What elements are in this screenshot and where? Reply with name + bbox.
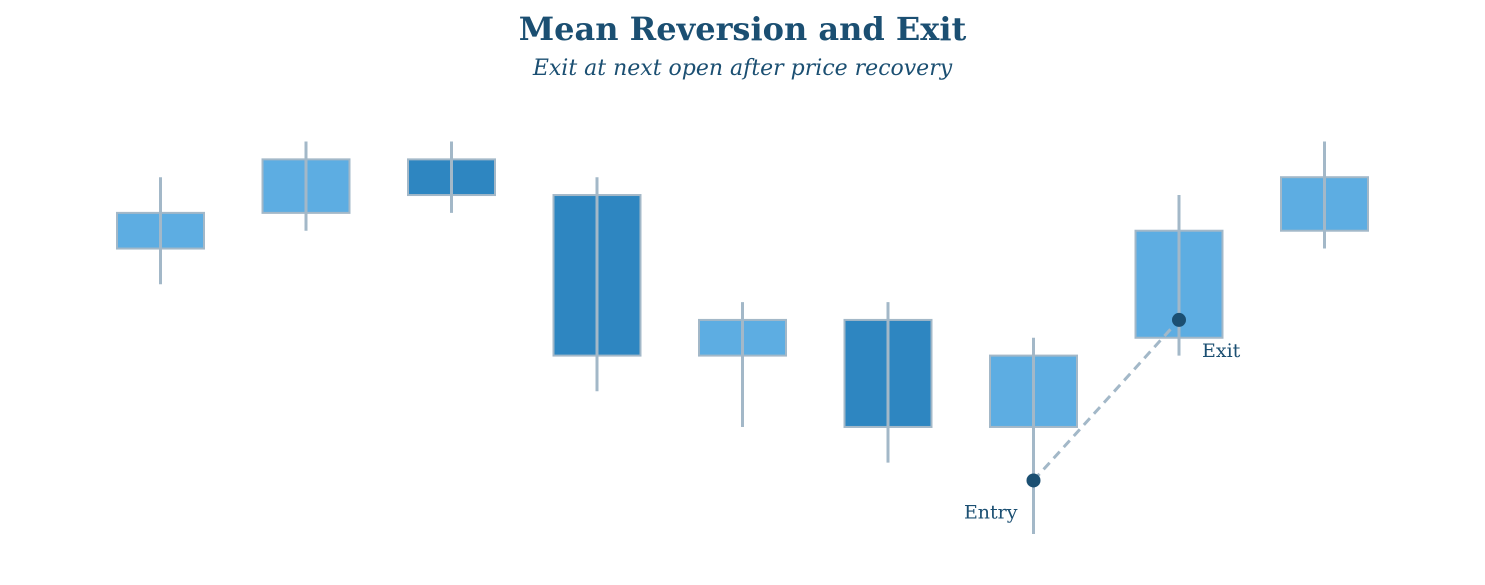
chart-title: Mean Reversion and Exit	[518, 10, 967, 48]
exit-label: Exit	[1202, 340, 1241, 362]
entry-label: Entry	[964, 501, 1018, 523]
entry-marker	[1026, 473, 1041, 488]
entry-exit-connector	[1032, 318, 1181, 482]
chart-subtitle: Exit at next open after price recovery	[532, 56, 953, 81]
exit-marker	[1172, 312, 1186, 327]
